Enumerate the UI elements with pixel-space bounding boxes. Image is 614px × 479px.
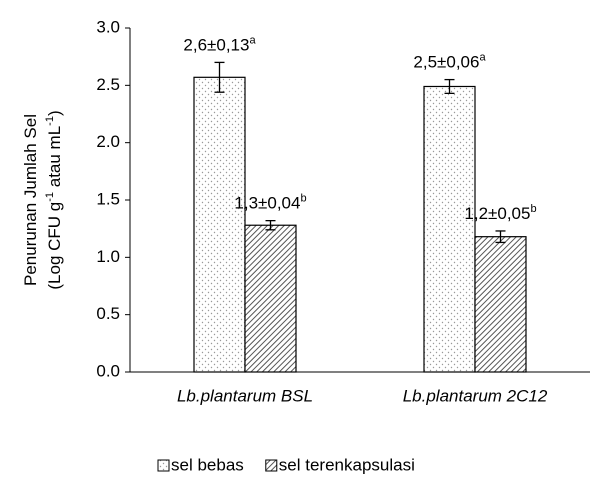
data-label-value: 2,5±0,06: [413, 53, 479, 72]
error-bar: [444, 78, 455, 95]
y-axis-label-part: -1: [44, 192, 56, 202]
bar: [474, 236, 527, 373]
legend-label: sel terenkapsulasi: [279, 455, 415, 474]
y-tick-label: 3.0: [96, 17, 120, 36]
bar: [244, 224, 297, 373]
y-tick-label: 2.5: [96, 75, 120, 94]
y-axis-label-part: atau mL: [45, 126, 64, 192]
legend-swatch: [157, 459, 170, 472]
x-tick-label: Lb.plantarum BSL: [177, 386, 313, 405]
y-axis-label-line: Penurunan Jumlah Sel: [21, 114, 40, 286]
y-tick-label: 2.0: [96, 132, 120, 151]
bar: [193, 76, 246, 373]
data-label-significance: b: [300, 193, 306, 205]
data-label-value: 2,6±0,13: [183, 36, 249, 55]
y-tick-label: 1.5: [96, 189, 120, 208]
x-tick-label: Lb.plantarum 2C12: [403, 386, 548, 405]
y-axis-label-part: -1: [44, 116, 56, 126]
y-tick-label: 1.0: [96, 247, 120, 266]
error-bar: [495, 230, 506, 244]
data-label-significance: b: [530, 203, 536, 215]
data-label: 1,2±0,05b: [464, 203, 536, 224]
data-label-value: 1,2±0,05: [464, 204, 530, 223]
y-axis-label-part: ): [45, 110, 64, 116]
y-tick-label: 0.0: [96, 361, 120, 380]
data-label: 1,3±0,04b: [234, 193, 306, 214]
data-label-value: 1,3±0,04: [234, 194, 300, 213]
data-label: 2,5±0,06a: [413, 52, 486, 73]
error-bar: [265, 219, 276, 231]
legend-swatch: [265, 459, 278, 472]
data-label: 2,6±0,13a: [183, 34, 256, 55]
bar: [423, 85, 476, 373]
y-axis-label: Penurunan Jumlah Sel (Log CFU g-1 atau mL…: [21, 110, 64, 289]
error-bar: [214, 61, 225, 93]
legend-label: sel bebas: [171, 455, 244, 474]
y-axis-label-part: (Log CFU g: [45, 202, 64, 290]
y-tick-label: 0.5: [96, 304, 120, 323]
data-label-significance: a: [249, 34, 256, 46]
data-label-significance: a: [479, 52, 486, 64]
